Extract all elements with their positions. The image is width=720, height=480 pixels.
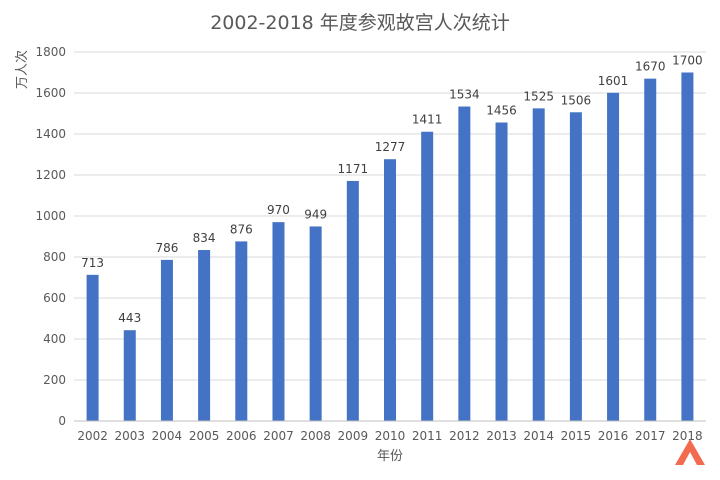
bar-2012 xyxy=(458,106,471,421)
y-tick-label: 1000 xyxy=(35,209,66,223)
x-tick-label: 2003 xyxy=(114,429,145,443)
x-tick-label: 2007 xyxy=(263,429,294,443)
y-tick-label: 1800 xyxy=(35,45,66,59)
bars xyxy=(86,72,694,422)
bar-2013 xyxy=(495,122,508,422)
data-label-2006: 876 xyxy=(230,222,253,236)
y-tick-label: 600 xyxy=(43,291,66,305)
y-tick-label: 1400 xyxy=(35,127,66,141)
bar-2016 xyxy=(607,92,620,422)
bar-2015 xyxy=(569,112,582,422)
data-label-2015: 1506 xyxy=(561,93,592,107)
bar-2003 xyxy=(123,330,136,421)
data-labels: 713 443 786 834 876 970 949 1171 1277 1411 1534 145… xyxy=(81,54,703,326)
bar-2018 xyxy=(681,72,694,421)
x-axis-ticks: 2002 2003 2004 2005 2006 2007 2008 2009 2010 2011… xyxy=(77,429,702,443)
y-axis-ticks: 0 200 400 600 800 1000 1200 1400 1600 1800 xyxy=(35,45,66,428)
bar-2014 xyxy=(532,108,545,421)
data-label-2017: 1670 xyxy=(635,60,666,74)
x-tick-label: 2017 xyxy=(635,429,666,443)
data-label-2003: 443 xyxy=(118,311,141,325)
bar-2006 xyxy=(235,241,248,421)
bar-2008 xyxy=(309,226,322,421)
bar-2004 xyxy=(160,259,173,421)
x-tick-label: 2011 xyxy=(412,429,443,443)
y-axis-title: 万人次 xyxy=(14,50,30,89)
bar-2010 xyxy=(384,159,396,421)
bar-2017 xyxy=(644,78,657,422)
data-label-2004: 786 xyxy=(155,241,178,255)
brand-logo-icon xyxy=(675,439,705,465)
chart-title: 2002-2018 年度参观故宫人次统计 xyxy=(210,12,510,34)
x-tick-label: 2012 xyxy=(449,429,480,443)
x-tick-label: 2002 xyxy=(77,429,108,443)
data-label-2011: 1411 xyxy=(412,113,443,127)
data-label-2008: 949 xyxy=(304,207,327,221)
x-tick-label: 2008 xyxy=(300,429,331,443)
bar-2005 xyxy=(198,250,211,421)
y-tick-label: 1200 xyxy=(35,168,66,182)
x-tick-label: 2010 xyxy=(375,429,406,443)
bar-2011 xyxy=(421,131,434,421)
data-label-2014: 1525 xyxy=(523,89,554,103)
y-tick-label: 1600 xyxy=(35,86,66,100)
x-tick-label: 2014 xyxy=(523,429,554,443)
x-axis-title: 年份 xyxy=(377,449,403,464)
x-tick-label: 2016 xyxy=(598,429,629,443)
y-tick-label: 800 xyxy=(43,250,66,264)
x-tick-label: 2018 xyxy=(672,429,703,443)
bar-2002 xyxy=(86,274,99,421)
data-label-2002: 713 xyxy=(81,256,104,270)
data-label-2005: 834 xyxy=(193,231,216,245)
bar-2009 xyxy=(346,180,359,421)
x-tick-label: 2009 xyxy=(338,429,369,443)
data-label-2009: 1171 xyxy=(338,162,369,176)
data-label-2016: 1601 xyxy=(598,74,629,88)
x-tick-label: 2005 xyxy=(189,429,220,443)
x-tick-label: 2013 xyxy=(486,429,517,443)
y-tick-label: 200 xyxy=(43,373,66,387)
data-label-2018: 1700 xyxy=(672,54,703,68)
y-tick-label: 400 xyxy=(43,332,66,346)
data-label-2007: 970 xyxy=(267,203,290,217)
bar-2007 xyxy=(272,222,285,421)
x-tick-label: 2015 xyxy=(561,429,592,443)
x-tick-label: 2004 xyxy=(152,429,183,443)
data-label-2012: 1534 xyxy=(449,88,480,102)
y-tick-label: 0 xyxy=(58,414,66,428)
data-label-2010: 1277 xyxy=(375,140,406,154)
x-tick-label: 2006 xyxy=(226,429,257,443)
data-label-2013: 1456 xyxy=(486,104,517,118)
